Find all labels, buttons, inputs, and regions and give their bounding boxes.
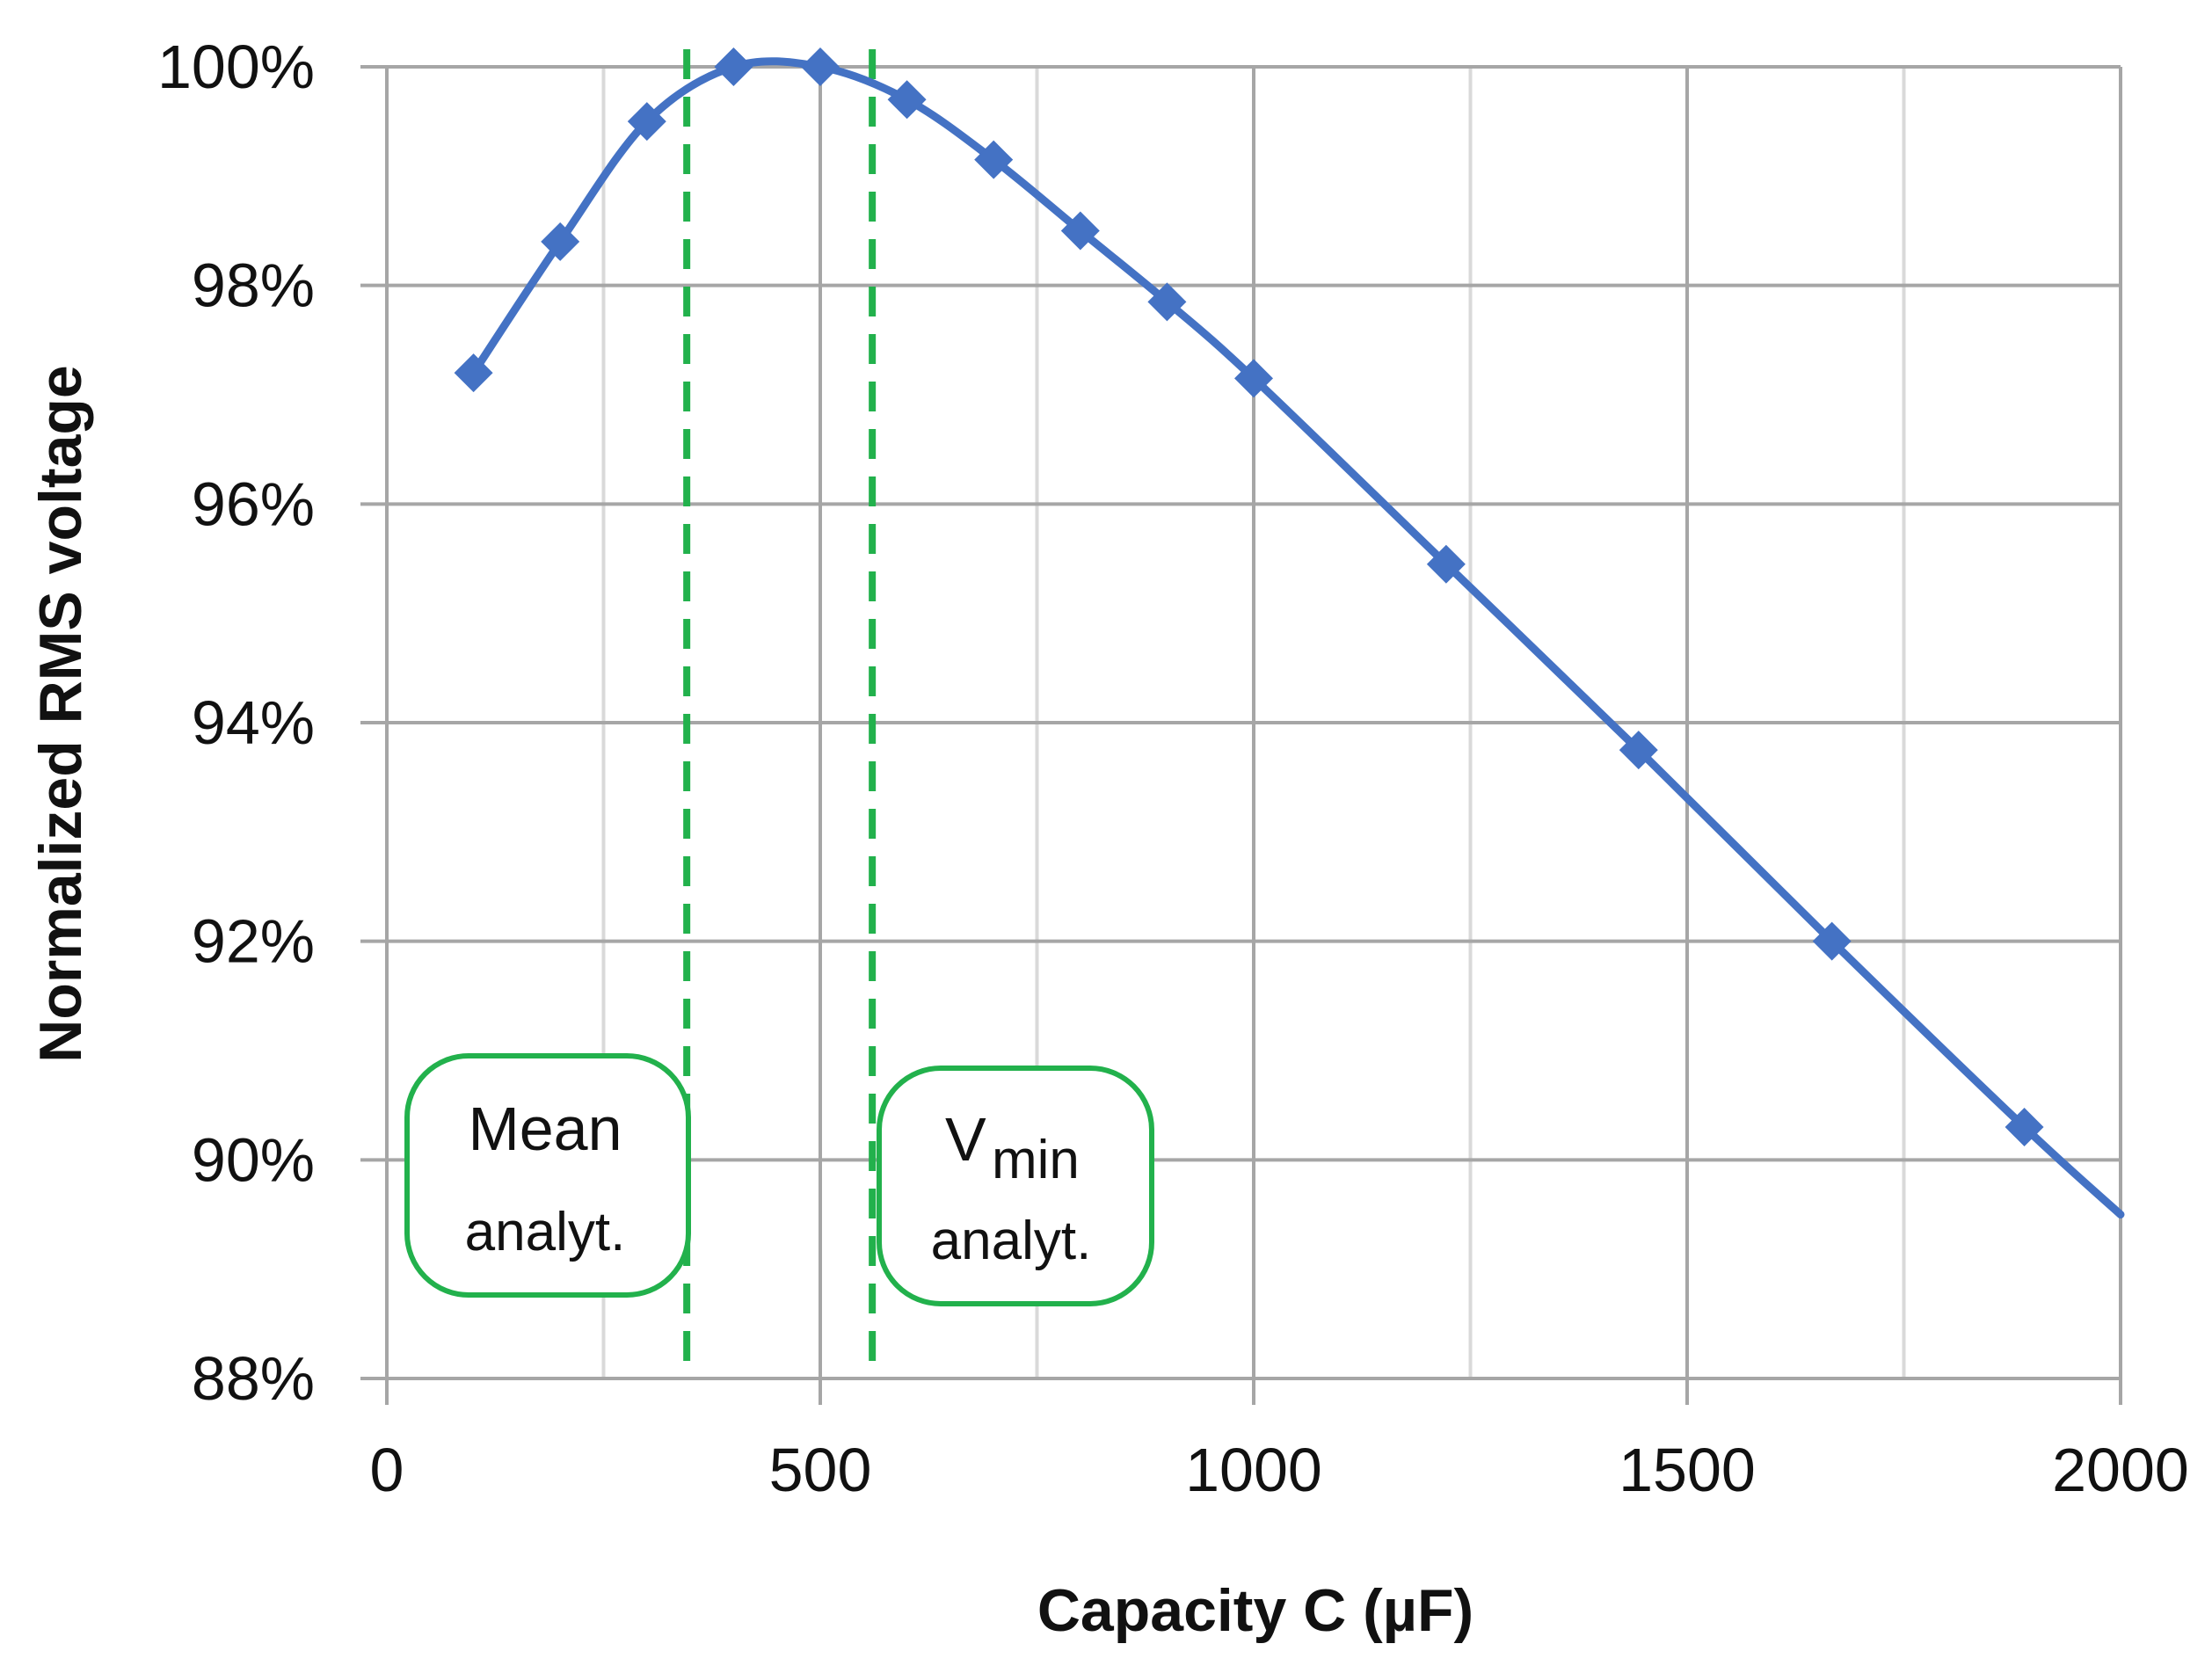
data-point-marker	[1060, 211, 1100, 251]
data-point-marker	[1147, 282, 1187, 322]
callout-mean-label: Mean	[468, 1095, 622, 1163]
x-tick-label: 2000	[2052, 1436, 2189, 1504]
data-point-marker	[714, 47, 753, 86]
series-line	[469, 57, 2125, 1218]
y-tick-label: 100%	[157, 33, 315, 101]
y-tick-labels: 88% 90% 92% 94% 96% 98% 100%	[157, 33, 315, 1413]
data-point-marker	[541, 222, 580, 261]
x-tick-label: 0	[370, 1436, 404, 1504]
data-point-marker	[1619, 731, 1658, 770]
callout-vmin-label: V	[945, 1105, 986, 1174]
data-point-marker	[1426, 544, 1466, 584]
y-tick-label: 94%	[192, 688, 315, 757]
x-tick-labels: 0 500 1000 1500 2000	[370, 1436, 2189, 1504]
data-point-marker	[1234, 359, 1273, 398]
x-tick-label: 1500	[1619, 1436, 1756, 1504]
x-tick-label: 500	[769, 1436, 872, 1504]
y-tick-label: 92%	[192, 907, 315, 976]
x-axis-title: Capacity C (µF)	[1037, 1577, 1473, 1644]
data-point-marker	[887, 80, 927, 120]
y-tick-label: 98%	[192, 251, 315, 320]
y-tick-label: 88%	[192, 1344, 315, 1413]
reference-lines	[683, 49, 877, 1378]
data-point-marker	[2005, 1108, 2044, 1147]
callout-vmin-analytical: V min analyt.	[877, 1066, 1154, 1306]
y-tick-label: 90%	[192, 1125, 315, 1194]
y-tick-label: 96%	[192, 469, 315, 538]
callout-mean-box	[404, 1053, 691, 1298]
data-point-marker	[1812, 921, 1852, 961]
data-point-marker	[627, 102, 666, 142]
x-tick-label: 1000	[1185, 1436, 1322, 1504]
data-point-marker	[454, 353, 493, 393]
callout-vmin-subscript: min	[992, 1130, 1080, 1190]
data-point-marker	[801, 47, 840, 86]
callout-mean-sublabel: analyt.	[465, 1202, 626, 1262]
callout-vmin-sublabel: analyt.	[931, 1211, 1092, 1271]
y-axis-title: Normalized RMS voltage	[27, 365, 94, 1063]
data-series	[454, 47, 2125, 1218]
callout-vmin-box	[877, 1066, 1154, 1306]
data-point-marker	[974, 140, 1014, 179]
callout-mean-analytical: Mean analyt.	[404, 1053, 691, 1298]
